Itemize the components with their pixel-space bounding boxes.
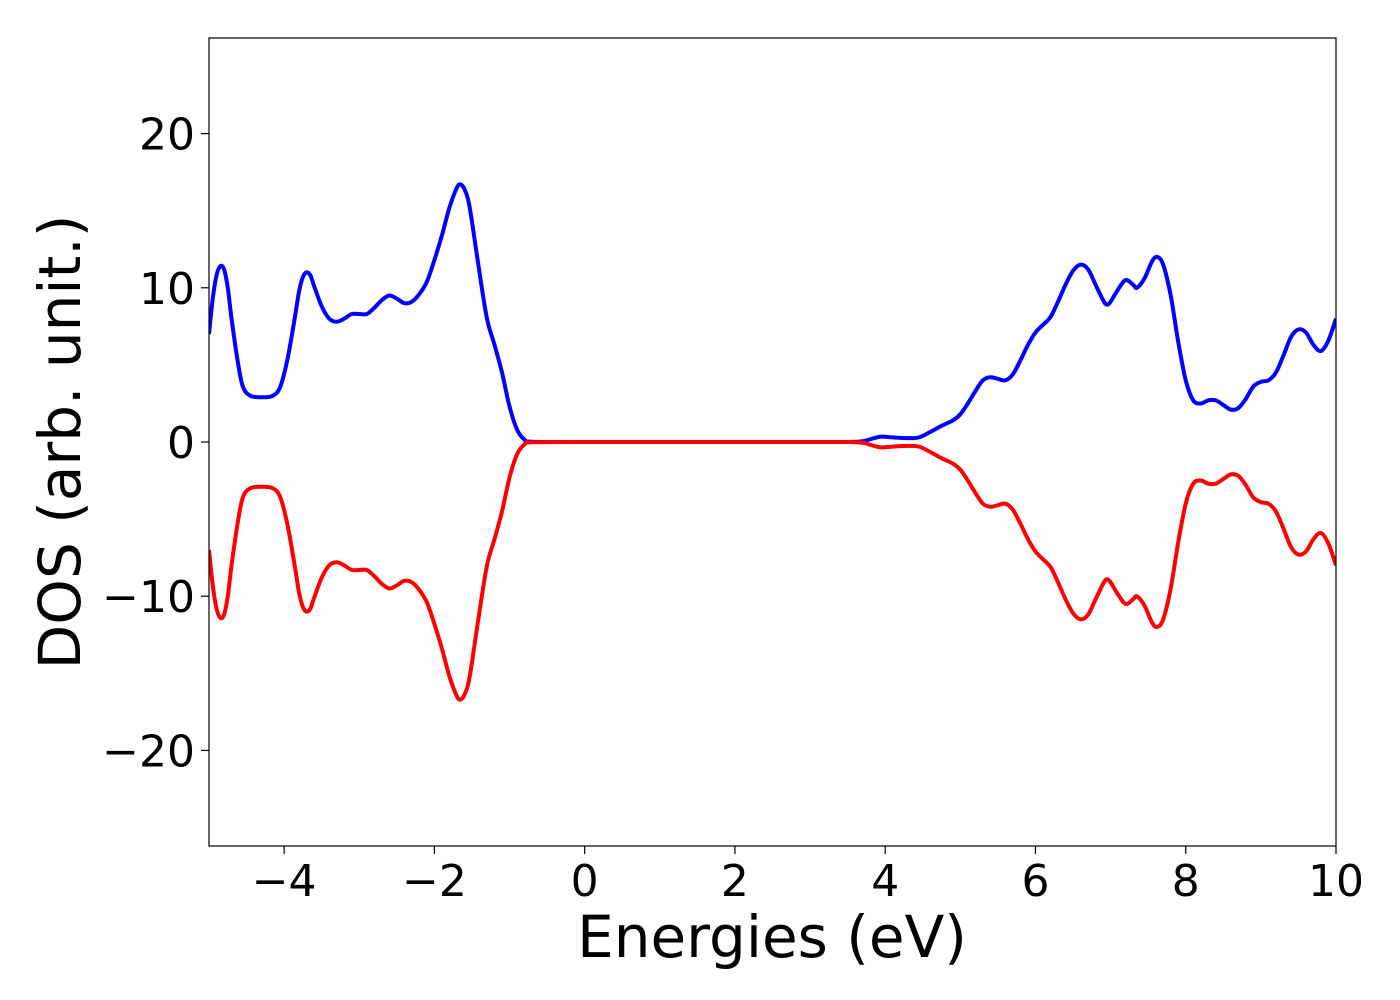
x-tick-label: 10 bbox=[1308, 856, 1364, 907]
x-tick-label: −4 bbox=[252, 856, 317, 907]
series-line-blue bbox=[209, 182, 1336, 445]
x-tick-label: 8 bbox=[1172, 856, 1200, 907]
x-tick-label: 4 bbox=[871, 856, 899, 907]
y-tick-label: −10 bbox=[102, 572, 195, 623]
series-line-red bbox=[209, 439, 1336, 702]
x-tick-label: 2 bbox=[721, 856, 749, 907]
series-layer bbox=[209, 182, 1336, 702]
x-tick-label: 0 bbox=[571, 856, 599, 907]
x-tick-label: 6 bbox=[1021, 856, 1049, 907]
y-tick-label: 0 bbox=[167, 418, 195, 469]
y-axis: −20 −10 0 10 20 bbox=[102, 110, 209, 777]
y-tick-label: 10 bbox=[139, 264, 195, 315]
x-tick-label: −2 bbox=[402, 856, 467, 907]
x-axis-label: Energies (eV) bbox=[577, 903, 967, 971]
x-axis: −4 −2 0 2 4 6 8 10 bbox=[252, 846, 1364, 907]
y-tick-label: 20 bbox=[139, 110, 195, 161]
y-axis-label: DOS (arb. unit.) bbox=[26, 215, 94, 670]
y-tick-label: −20 bbox=[102, 726, 195, 777]
